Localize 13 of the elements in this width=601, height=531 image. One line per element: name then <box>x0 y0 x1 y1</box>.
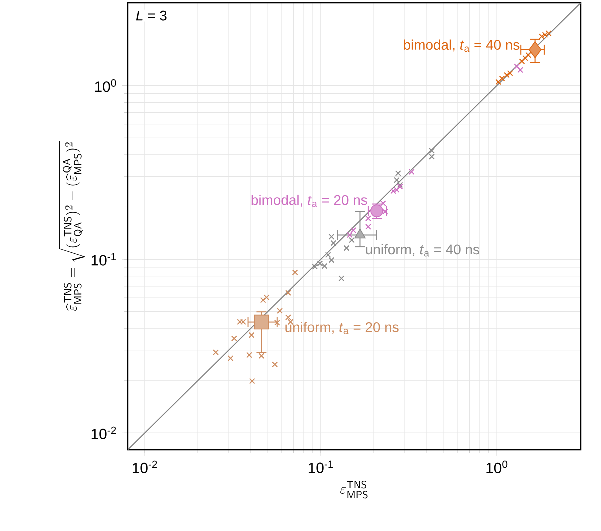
y-tick-label: 10$^{-2}$ <box>92 426 116 440</box>
x-axis-title: $\varepsilon^{\mathsf{TNS}}_{\mathsf{MPS}}$ <box>340 480 368 499</box>
y-axis-title: $\widehat{\varepsilon}^{\,\mathsf{TNS}}_{\mathsf{MPS}} = \sqrt{(\varepsilon^{\mathsf{TNS}}_{\mathsf{QA}})^2 - (\widehat{\varepsilon}^{\,\mathsf{QA}}_{\mathsf{MPS}})^2}$ <box>59 142 86 312</box>
series-label: bimodal, t$_{a}$ = 20 ns <box>252 194 368 208</box>
y-tick-label: 10$^{0}$ <box>95 80 116 92</box>
series-label: uniform, t$_{a}$ = 20 ns <box>286 322 399 334</box>
y-tick-label: 10$^{-1}$ <box>92 253 116 266</box>
annotation: L = 3 <box>136 10 167 21</box>
x-tick-label: 10$^{-1}$ <box>308 460 334 474</box>
x-tick-label: 10$^{-2}$ <box>132 460 158 474</box>
x-tick-label: 10$^{0}$ <box>486 460 508 474</box>
series-label: uniform, t$_{a}$ = 40 ns <box>366 244 480 257</box>
series-label: bimodal, t$_{a}$ = 40 ns <box>404 40 520 52</box>
